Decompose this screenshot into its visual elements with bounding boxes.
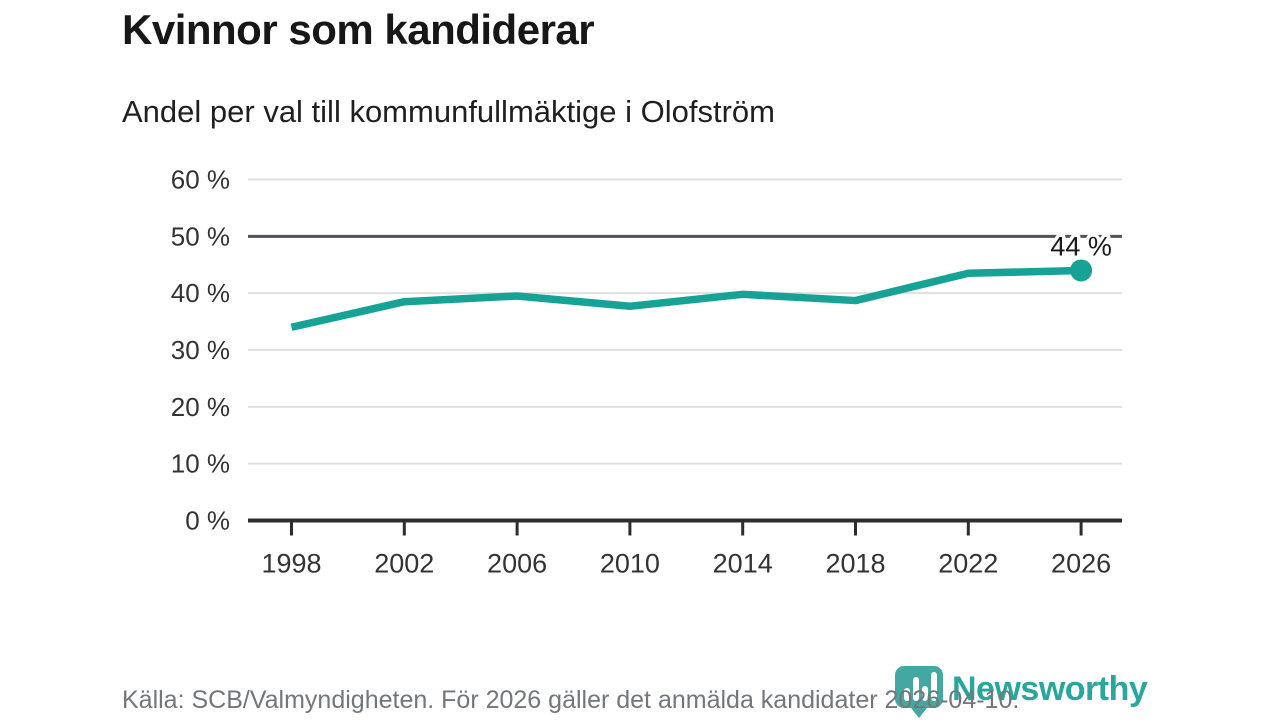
y-tick-label: 10 %	[171, 449, 230, 479]
x-tick-label: 2026	[1051, 549, 1111, 579]
y-tick-label: 60 %	[171, 165, 230, 195]
y-tick-label: 30 %	[171, 335, 230, 365]
line-chart: 0 % 10 % 20 % 30 % 40 % 50 % 60 % 1998 2002 2006 2…	[171, 165, 1122, 579]
page-title: Kvinnor som kandiderar	[122, 6, 595, 53]
source-note: Källa: SCB/Valmyndigheten. För 2026 gäll…	[122, 686, 1020, 714]
logo-bar	[904, 688, 910, 701]
x-tick-label: 2014	[713, 549, 773, 579]
last-point-annotation: 44 %	[1050, 231, 1112, 261]
logo-bar	[913, 677, 919, 701]
y-tick-label: 50 %	[171, 221, 230, 251]
x-tick-label: 2010	[600, 549, 660, 579]
newsworthy-logo: Newsworthy	[893, 664, 1148, 720]
data-line	[290, 266, 1082, 331]
x-tick-label: 2018	[825, 549, 885, 579]
x-tick-label: 2022	[938, 549, 998, 579]
chart-subtitle: Andel per val till kommunfullmäktige i O…	[122, 94, 775, 129]
newsworthy-wordmark: Newsworthy	[952, 670, 1148, 708]
y-tick-label: 0 %	[185, 506, 230, 536]
x-tick-label: 1998	[261, 549, 321, 579]
x-tick-label: 2006	[487, 549, 547, 579]
y-tick-label: 40 %	[171, 278, 230, 308]
last-point-marker	[1070, 259, 1093, 282]
newsworthy-pin-barchart-icon	[895, 666, 943, 718]
logo-bar	[922, 686, 928, 701]
y-tick-label: 20 %	[171, 392, 230, 422]
logo-bar	[931, 672, 937, 701]
x-tick-label: 2002	[374, 549, 434, 579]
